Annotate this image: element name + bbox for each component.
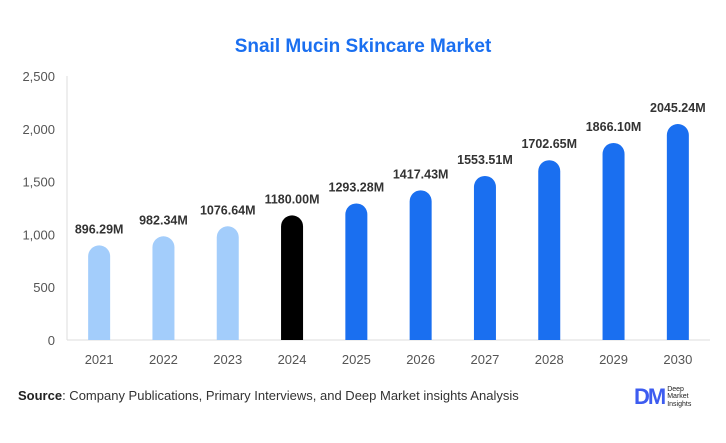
- y-tick-label: 500: [33, 280, 55, 295]
- x-tick-label: 2023: [213, 352, 242, 367]
- data-label: 982.34M: [139, 213, 188, 227]
- bar-2028: [538, 160, 561, 340]
- data-label: 1417.43M: [393, 167, 449, 181]
- bar-2025: [345, 203, 368, 340]
- x-tick-label: 2024: [278, 352, 307, 367]
- source-text: : Company Publications, Primary Intervie…: [62, 388, 519, 403]
- x-tick-label: 2028: [535, 352, 564, 367]
- data-label: 1702.65M: [521, 137, 577, 151]
- x-tick-label: 2022: [149, 352, 178, 367]
- y-tick-label: 1,500: [22, 175, 55, 190]
- y-tick-label: 2,500: [22, 69, 55, 84]
- y-tick-label: 1,000: [22, 227, 55, 242]
- x-tick-label: 2026: [406, 352, 435, 367]
- bar-2029: [602, 142, 625, 340]
- logo-text: Deep Market Insights: [667, 385, 692, 408]
- data-label: 1553.51M: [457, 153, 513, 167]
- data-label: 2045.24M: [650, 101, 706, 115]
- data-label: 896.29M: [75, 222, 124, 236]
- bar-2021: [88, 245, 111, 340]
- y-tick-label: 2,000: [22, 122, 55, 137]
- bar-2030: [666, 124, 689, 340]
- bar-2023: [216, 226, 239, 340]
- data-label: 1180.00M: [265, 192, 320, 206]
- x-tick-label: 2030: [663, 352, 692, 367]
- source-note: Source: Company Publications, Primary In…: [18, 388, 519, 403]
- x-tick-label: 2029: [599, 352, 628, 367]
- bar-2024: [281, 215, 304, 340]
- x-tick-label: 2027: [470, 352, 499, 367]
- bar-chart: 0 500 1,000 1,500 2,000 2,500 896.29M 2021 982.3…: [22, 69, 710, 367]
- data-label: 1293.28M: [329, 180, 385, 194]
- x-tick-label: 2025: [342, 352, 371, 367]
- bar-2022: [152, 236, 175, 340]
- chart-title: Snail Mucin Skincare Market: [234, 36, 492, 57]
- source-label: Source: [18, 388, 63, 403]
- bar-2027: [473, 175, 496, 340]
- y-tick-label: 0: [48, 333, 55, 348]
- bar-2026: [409, 190, 432, 340]
- x-tick-label: 2021: [85, 352, 114, 367]
- data-label: 1076.64M: [200, 203, 256, 217]
- logo: DM Deep Market Insights: [634, 384, 691, 410]
- data-label: 1866.10M: [586, 120, 642, 134]
- logo-mark: DM: [634, 384, 666, 409]
